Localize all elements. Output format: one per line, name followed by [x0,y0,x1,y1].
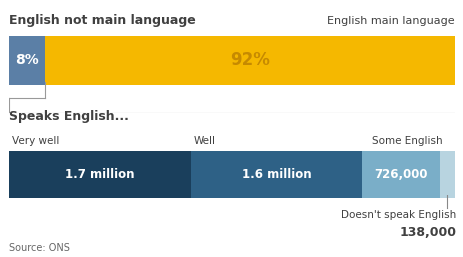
Bar [9,151,191,198]
Text: 726,000: 726,000 [374,168,427,181]
Bar [9,36,45,85]
Text: Some English: Some English [371,136,441,146]
Text: Source: ONS: Source: ONS [9,243,70,253]
Text: English main language: English main language [326,16,454,25]
Bar [191,151,362,198]
Text: Very well: Very well [12,136,59,146]
Text: 8%: 8% [15,53,39,67]
Text: English not main language: English not main language [9,14,195,27]
Text: 138,000: 138,000 [398,226,455,239]
Text: Well: Well [193,136,215,146]
Bar [362,151,439,198]
Bar [439,151,454,198]
Text: Speaks English...: Speaks English... [9,110,129,123]
Text: 1.7 million: 1.7 million [65,168,135,181]
Text: 1.6 million: 1.6 million [241,168,311,181]
Text: 92%: 92% [229,51,269,69]
Text: Doesn't speak English: Doesn't speak English [340,210,455,220]
